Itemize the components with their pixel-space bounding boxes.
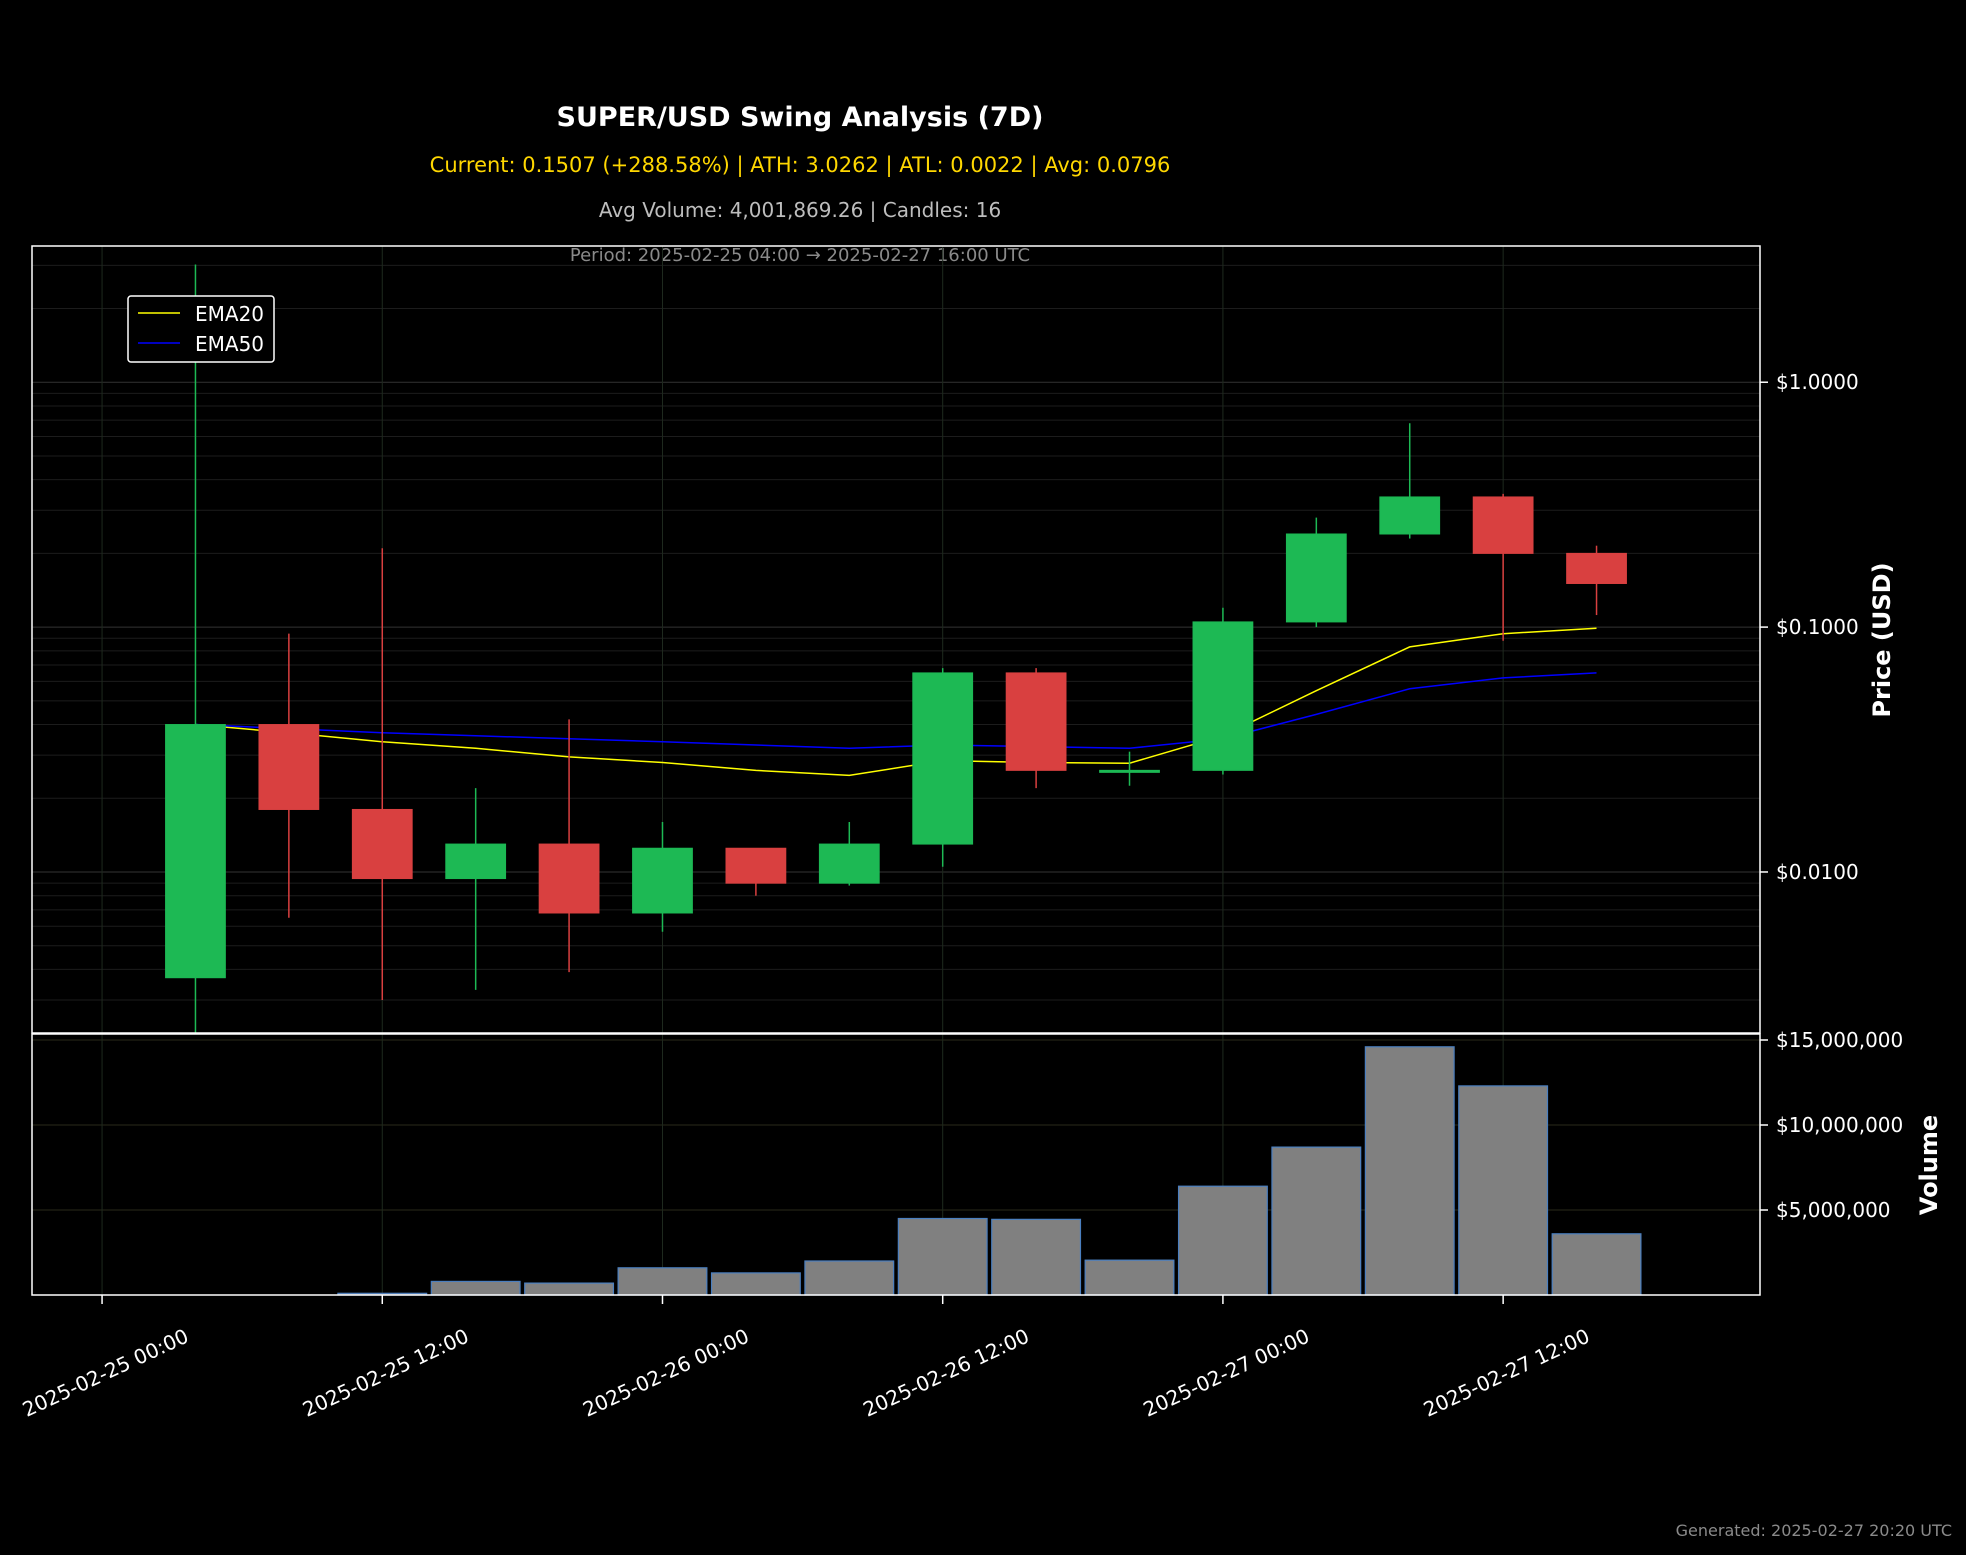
volume-tick-label: $15,000,000 [1776, 1028, 1903, 1052]
volume-bar [804, 1260, 895, 1296]
candle-body-up [1379, 496, 1441, 535]
price-y-axis-label: Price (USD) [1868, 562, 1896, 717]
volume-bar [1271, 1146, 1362, 1296]
candle-body-down [1005, 672, 1067, 771]
volume-bar [1551, 1233, 1642, 1296]
chart-volume-subtitle: Avg Volume: 4,001,869.26 | Candles: 16 [599, 198, 1001, 222]
chart-title: SUPER/USD Swing Analysis (7D) [557, 102, 1044, 133]
generated-timestamp: Generated: 2025-02-27 20:20 UTC [1676, 1521, 1952, 1540]
candle-body-up [165, 724, 226, 979]
volume-tick-label: $5,000,000 [1776, 1198, 1891, 1222]
candle-body-down [351, 808, 413, 880]
price-tick-label: $1.0000 [1776, 370, 1859, 394]
candle-body-up [818, 843, 880, 884]
volume-bar [524, 1282, 615, 1296]
price-panel: $1.0000 $0.1000 $0.0100 Price (USD) EMA20 … [31, 245, 1896, 1034]
candle-body-up [632, 847, 693, 914]
legend-label-ema50: EMA50 [195, 332, 264, 356]
volume-bar [1177, 1185, 1268, 1296]
volume-y-axis-label: Volume [1915, 1115, 1943, 1215]
candle-body-down [538, 843, 600, 914]
price-y-ticks: $1.0000 $0.1000 $0.0100 [1760, 370, 1859, 884]
candle-body-up [1285, 533, 1347, 623]
chart-stats-subtitle: Current: 0.1507 (+288.58%) | ATH: 3.0262… [430, 153, 1171, 178]
volume-bar [897, 1217, 988, 1296]
ema-line-ema20 [195, 627, 1597, 777]
volume-bar [1084, 1259, 1175, 1296]
candle-body-down [725, 847, 787, 884]
price-tick-label: $0.1000 [1776, 615, 1859, 639]
volume-bar [1458, 1085, 1549, 1296]
price-panel-frame [31, 245, 1761, 1034]
volume-bar [617, 1267, 708, 1296]
volume-panel: $15,000,000 $10,000,000 $5,000,000 Volume [31, 1028, 1943, 1296]
candle-body-up [1192, 621, 1254, 771]
volume-tick-label: $10,000,000 [1776, 1113, 1903, 1137]
candle-body-up [1099, 769, 1160, 773]
volume-y-ticks: $15,000,000 $10,000,000 $5,000,000 [1760, 1028, 1903, 1222]
candle-body-up [445, 843, 507, 880]
ema-line-ema50 [195, 672, 1597, 750]
candle-body-down [258, 724, 320, 810]
price-gridlines [32, 246, 1760, 1033]
candle-body-down [1472, 496, 1534, 554]
volume-panel-frame [31, 1033, 1761, 1296]
volume-bar [710, 1272, 801, 1296]
ema-lines [195, 627, 1597, 777]
volume-bar [1364, 1046, 1455, 1296]
candle-body-down [1566, 552, 1627, 584]
chart-period-label: Period: 2025-02-25 04:00 → 2025-02-27 16… [570, 245, 1030, 266]
price-tick-label: $0.0100 [1776, 860, 1859, 884]
candle-body-up [912, 672, 974, 845]
chart-legend: EMA20 EMA50 [127, 295, 275, 363]
legend-label-ema20: EMA20 [195, 302, 264, 326]
volume-bar [991, 1218, 1082, 1296]
volume-bar [430, 1280, 521, 1296]
candles [165, 264, 1627, 1033]
